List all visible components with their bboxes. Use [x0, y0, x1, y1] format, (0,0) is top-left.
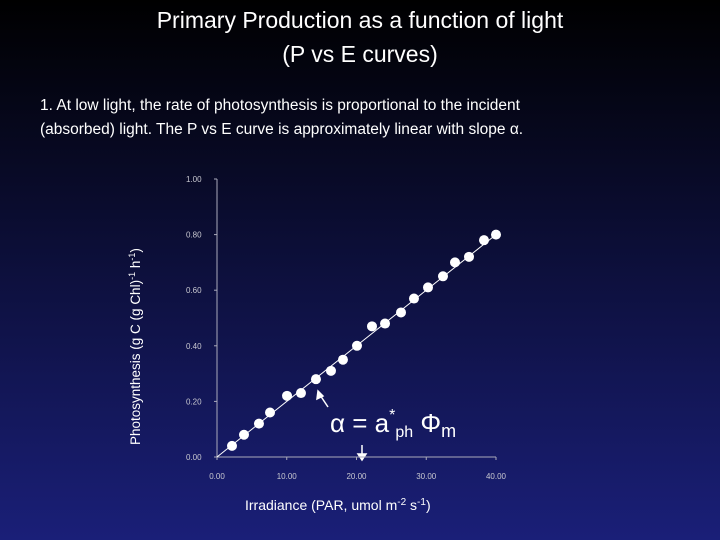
annotation-part: Φ [413, 408, 441, 438]
data-point [226, 440, 237, 451]
label-part: -1 [417, 497, 426, 508]
y-tick-label: 0.00 [186, 453, 202, 462]
x-tick-label: 0.00 [209, 472, 225, 481]
data-point [310, 374, 321, 385]
y-axis-label: Photosynthesis (g C (g Chl)-1 h-1) [127, 248, 143, 445]
label-part: ) [426, 497, 431, 513]
arrow-head [316, 389, 325, 401]
y-tick-label: 0.20 [186, 397, 202, 406]
label-part: h [128, 261, 143, 272]
label-part: -1 [127, 253, 137, 261]
annotation-part: α = a [330, 408, 390, 438]
data-point [253, 418, 264, 429]
x-tick-label: 40.00 [486, 472, 507, 481]
x-tick-label: 30.00 [416, 472, 437, 481]
data-point [491, 229, 501, 240]
note-line: (absorbed) light. The P vs E curve is ap… [40, 121, 523, 138]
label-part: -1 [127, 272, 137, 280]
data-point [479, 235, 490, 246]
data-point [422, 282, 433, 293]
data-point [396, 307, 407, 318]
x-tick-label: 20.00 [346, 472, 367, 481]
data-point [238, 429, 249, 440]
y-tick-label: 0.40 [186, 342, 202, 351]
subtitle: (P vs E curves) [282, 41, 438, 67]
label-part: ) [128, 248, 143, 253]
annotation-part: m [441, 421, 456, 441]
data-point [366, 321, 377, 332]
data-point [449, 257, 460, 268]
label-part: -2 [397, 497, 406, 508]
data-point [351, 340, 362, 351]
label-part: Irradiance (PAR, umol m [245, 497, 397, 513]
y-tick-label: 1.00 [186, 175, 202, 184]
annotation-part: ph [395, 424, 413, 441]
data-point [282, 390, 293, 401]
data-point [380, 318, 391, 329]
label-part: Photosynthesis (g C (g Chl) [128, 280, 143, 445]
x-tick-label: 10.00 [277, 472, 298, 481]
label-part: s [406, 497, 417, 513]
note-line: 1. At low light, the rate of photosynthe… [40, 97, 521, 114]
data-point [408, 293, 419, 304]
annotation-part: * [389, 407, 395, 424]
data-point [265, 407, 276, 418]
x-axis-label: Irradiance (PAR, umol m-2 s-1) [245, 497, 431, 513]
data-point [337, 354, 348, 365]
title: Primary Production as a function of ligh… [157, 7, 564, 33]
y-tick-label: 0.60 [186, 286, 202, 295]
data-point [464, 251, 475, 262]
plot: 0.00 0.20 0.40 0.60 0.80 1.00 0.00 10.00 20.00 30… [186, 175, 507, 481]
data-point [325, 365, 336, 376]
data-point [295, 388, 306, 399]
annotation: α = a*ph Φm [330, 407, 456, 441]
y-tick-label: 0.80 [186, 231, 202, 240]
data-point [437, 271, 448, 282]
